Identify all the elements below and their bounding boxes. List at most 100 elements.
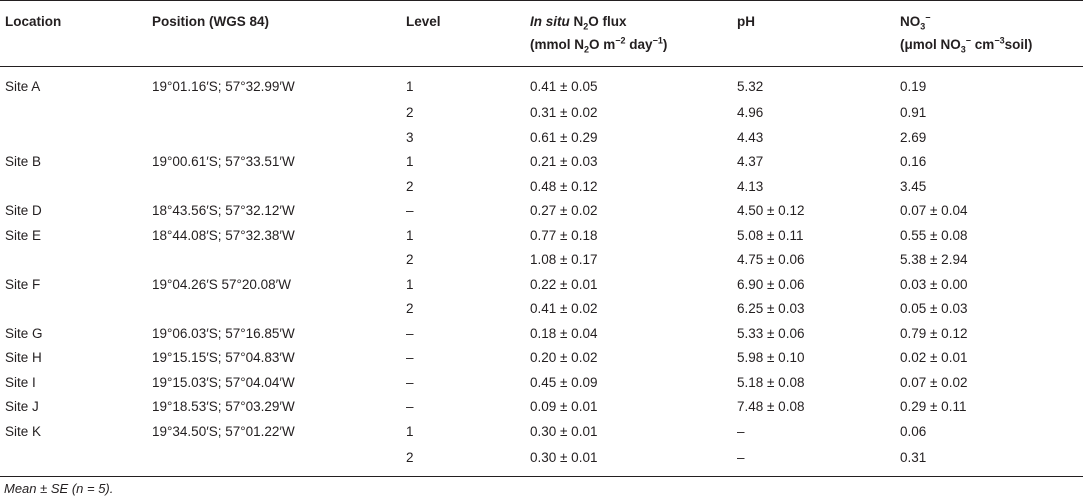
table-row: Site K 19°34.50′S; 57°01.22′W 1 0.30 ± 0.01… (0, 420, 1083, 445)
cell-nitrate: 0.55 ± 0.08 (900, 227, 968, 243)
cell-position: 18°44.08′S; 57°32.38′W (152, 227, 295, 243)
cell-location (0, 101, 152, 126)
cell-level: 1 (406, 154, 414, 169)
cell-position (152, 248, 406, 273)
header-flux-line2: (mmol N2O m−2 day−1) (530, 33, 737, 56)
cell-level: 2 (406, 105, 414, 120)
cell-nitrate: 0.79 ± 0.12 (900, 325, 968, 341)
cell-location: Site B (5, 154, 42, 169)
header-level-label: Level (406, 14, 441, 29)
cell-position: 19°15.03′S; 57°04.04′W (152, 374, 295, 390)
header-flux-sub: 2 (583, 21, 589, 32)
cell-location: Site J (5, 399, 39, 414)
cell-ph: 4.37 (737, 154, 764, 169)
cell-nitrate: 0.91 (900, 105, 927, 120)
cell-position (152, 101, 406, 126)
header-nitrate-no: NO (900, 14, 921, 29)
cell-location (0, 297, 152, 322)
cell-location (0, 126, 152, 151)
header-nitrate: NO3− (μmol NO3− cm−3soil) (900, 0, 1083, 67)
cell-position: 19°18.53′S; 57°03.29′W (152, 399, 295, 414)
cell-flux: 0.31 ± 0.02 (530, 105, 598, 120)
table-row: Site D 18°43.56′S; 57°32.12′W – 0.27 ± 0.02… (0, 199, 1083, 224)
cell-ph: – (737, 423, 745, 439)
header-nitrate-unit-c: soil) (1004, 37, 1033, 52)
cell-position (152, 175, 406, 200)
cell-flux: 0.77 ± 0.18 (530, 227, 598, 243)
cell-nitrate: 0.29 ± 0.11 (900, 399, 967, 414)
cell-nitrate: 0.03 ± 0.00 (900, 276, 968, 292)
header-nitrate-unit-sub: 3 (960, 44, 966, 55)
table-row: 2 0.41 ± 0.02 6.25 ± 0.03 0.05 ± 0.03 (0, 297, 1083, 322)
cell-level: 1 (406, 227, 414, 243)
header-flux-unit-sup2: −1 (652, 35, 663, 46)
header-flux-end: O flux (588, 14, 627, 29)
cell-flux: 0.45 ± 0.09 (530, 374, 598, 390)
header-location-label: Location (5, 14, 62, 29)
cell-location (0, 175, 152, 200)
cell-level: – (406, 399, 414, 414)
table-row: Site G 19°06.03′S; 57°16.85′W – 0.18 ± 0.04… (0, 322, 1083, 347)
header-nitrate-sub: 3 (920, 21, 926, 32)
cell-flux: 0.21 ± 0.03 (530, 154, 598, 169)
header-ph-label: pH (737, 14, 755, 29)
header-flux-unit-a: (mmol N (530, 37, 584, 52)
cell-nitrate: 0.31 (900, 444, 1083, 477)
cell-flux: 0.41 ± 0.05 (530, 78, 598, 94)
header-nitrate-sup: − (925, 12, 931, 23)
cell-ph: 4.96 (737, 105, 764, 120)
header-position-label: Position (WGS 84) (152, 14, 270, 29)
cell-location: Site I (5, 374, 36, 390)
cell-level: 2 (406, 301, 414, 316)
table-footnote: Mean ± SE (n = 5). (4, 481, 114, 496)
cell-location: Site D (5, 203, 42, 218)
cell-level: 1 (406, 276, 414, 292)
table-row: 3 0.61 ± 0.29 4.43 2.69 (0, 126, 1083, 151)
cell-location: Site K (5, 423, 42, 439)
cell-level: – (406, 325, 414, 341)
table-row: 2 1.08 ± 0.17 4.75 ± 0.06 5.38 ± 2.94 (0, 248, 1083, 273)
table-body: Site A 19°01.16′S; 57°32.99′W 1 0.41 ± 0.05… (0, 67, 1083, 477)
table-row: Site I 19°15.03′S; 57°04.04′W – 0.45 ± 0.09… (0, 371, 1083, 396)
cell-location: Site H (5, 350, 42, 365)
header-flux: In situ N2O flux (mmol N2O m−2 day−1) (530, 0, 737, 67)
cell-ph: 7.48 ± 0.08 (737, 399, 805, 414)
cell-flux: 0.61 ± 0.29 (530, 129, 598, 145)
cell-ph: – (737, 444, 900, 477)
cell-ph: 6.25 ± 0.03 (737, 301, 805, 316)
header-level: Level (406, 0, 530, 67)
header-row: Location Position (WGS 84) Level In situ… (0, 0, 1083, 67)
header-nitrate-unit-a: (μmol NO (900, 37, 961, 52)
table-row: Site H 19°15.15′S; 57°04.83′W – 0.20 ± 0.02… (0, 346, 1083, 371)
cell-level: 2 (406, 252, 414, 267)
cell-position (152, 297, 406, 322)
table-row: Site B 19°00.61′S; 57°33.51′W 1 0.21 ± 0.03… (0, 150, 1083, 175)
cell-flux: 0.22 ± 0.01 (530, 276, 598, 292)
cell-location: Site G (5, 325, 43, 341)
header-location: Location (0, 0, 152, 67)
header-flux-unit-d: ) (662, 37, 668, 52)
cell-flux: 0.41 ± 0.02 (530, 301, 598, 316)
cell-flux: 0.30 ± 0.01 (530, 444, 737, 477)
cell-flux: 0.48 ± 0.12 (530, 178, 598, 194)
header-flux-unit-c: day (625, 37, 653, 52)
data-table: Location Position (WGS 84) Level In situ… (0, 0, 1083, 477)
cell-position: 19°00.61′S; 57°33.51′W (152, 154, 295, 169)
table-row: Site J 19°18.53′S; 57°03.29′W – 0.09 ± 0.01… (0, 395, 1083, 420)
header-flux-line1: In situ N2O flux (530, 10, 737, 33)
cell-position (152, 444, 406, 477)
cell-flux: 1.08 ± 0.17 (530, 252, 598, 267)
cell-position (152, 126, 406, 151)
cell-position: 19°15.15′S; 57°04.83′W (152, 350, 295, 365)
cell-position: 19°04.26′S 57°20.08′W (152, 276, 291, 292)
cell-nitrate: 2.69 (900, 129, 927, 145)
cell-position: 18°43.56′S; 57°32.12′W (152, 203, 295, 218)
cell-level: – (406, 350, 414, 365)
table-row: Site E 18°44.08′S; 57°32.38′W 1 0.77 ± 0.18… (0, 224, 1083, 249)
header-flux-unit-b: O m (589, 37, 616, 52)
header-flux-italic: In situ (530, 14, 570, 29)
table-row: 2 0.30 ± 0.01–0.31 (0, 444, 1083, 477)
cell-ph: 5.32 (737, 78, 764, 94)
cell-ph: 5.98 ± 0.10 (737, 350, 805, 365)
header-nitrate-unit-sup2: −3 (994, 35, 1005, 46)
